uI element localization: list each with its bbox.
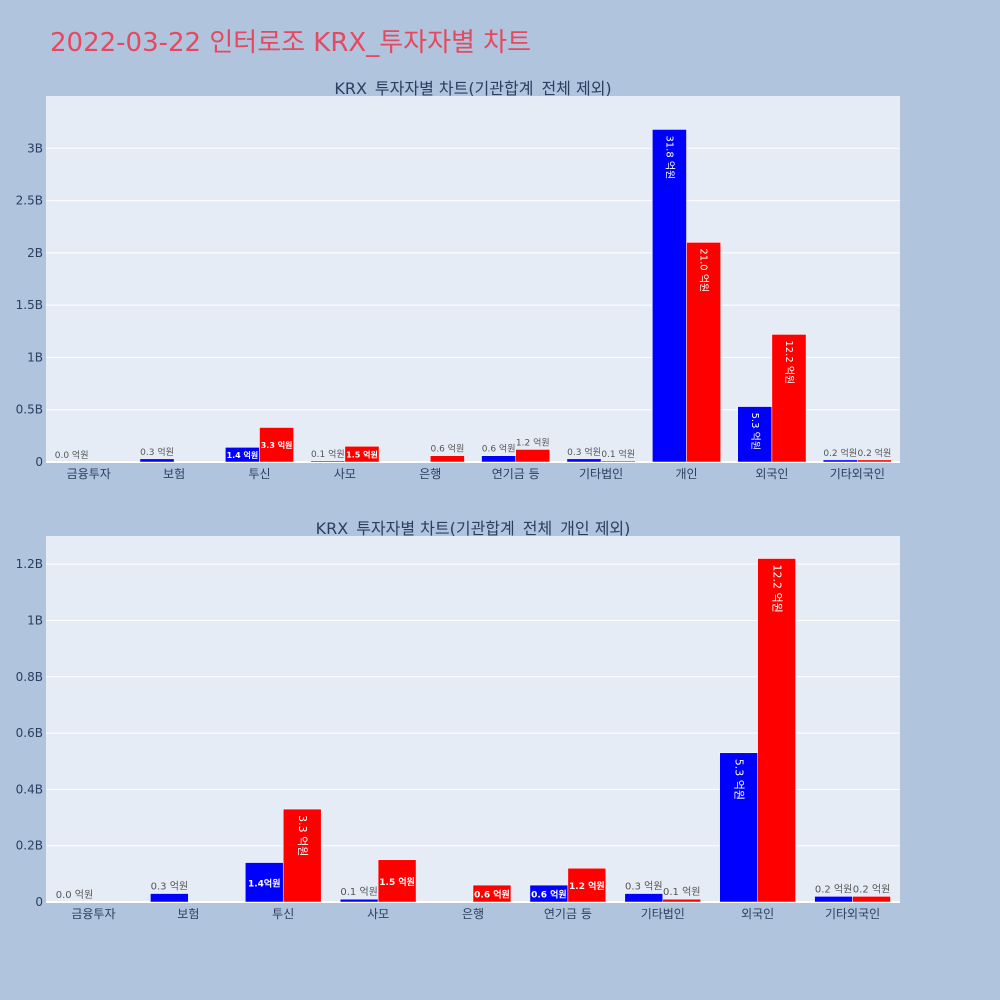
bar xyxy=(150,893,189,903)
data-label: 3.3 억원 xyxy=(261,440,293,450)
y-tick-label: 1B xyxy=(27,613,43,627)
x-tick-label: 금융투자 xyxy=(67,467,111,481)
x-tick-label: 보험 xyxy=(163,467,185,481)
data-label: 0.2 억원 xyxy=(823,447,857,459)
data-label: 0.1 억원 xyxy=(340,886,377,898)
data-label: 0.1 억원 xyxy=(311,448,345,460)
bar xyxy=(139,458,175,463)
x-tick-label: 은행 xyxy=(462,906,484,921)
x-tick-label: 외국인 xyxy=(741,907,774,921)
y-tick-label: 0.5B xyxy=(16,403,43,417)
bar xyxy=(771,334,807,463)
chart-title: KRX_투자자별 차트(기관합계_전체_개인 제외) xyxy=(316,519,631,539)
y-tick-label: 0 xyxy=(35,455,43,469)
y-tick-label: 1.5B xyxy=(16,298,43,312)
bar xyxy=(567,867,607,903)
data-label: 0.3 억원 xyxy=(151,881,188,893)
data-label: 0.6 억원 xyxy=(474,889,510,901)
bar xyxy=(814,896,853,903)
data-label: 0.3 억원 xyxy=(567,446,601,458)
data-label: 1.2 억원 xyxy=(569,880,605,892)
bar xyxy=(822,459,858,463)
y-tick-label: 0.8B xyxy=(16,670,43,684)
bar xyxy=(472,884,512,903)
data-label: 0.2 억원 xyxy=(815,883,852,895)
x-tick-label: 사모 xyxy=(334,467,356,481)
data-label: 12.2 억원 xyxy=(783,340,795,384)
x-tick-label: 은행 xyxy=(419,466,441,481)
y-tick-label: 0.6B xyxy=(16,726,43,740)
x-tick-label: 연기금 등 xyxy=(544,907,592,921)
bar xyxy=(481,455,516,463)
x-tick-label: 보험 xyxy=(177,907,199,921)
bar xyxy=(662,898,701,903)
bar xyxy=(852,896,891,903)
bar xyxy=(719,752,758,903)
y-tick-label: 2.5B xyxy=(16,194,43,208)
bar xyxy=(430,455,465,463)
bar xyxy=(566,458,602,463)
x-tick-label: 개인 xyxy=(675,467,697,481)
bar xyxy=(757,558,796,903)
data-label: 0.0 억원 xyxy=(56,889,93,901)
x-tick-label: 기타법인 xyxy=(579,467,623,481)
x-tick-label: 기타외국인 xyxy=(830,467,885,481)
data-label: 0.1 억원 xyxy=(663,886,700,898)
x-tick-label: 사모 xyxy=(367,907,389,921)
bar xyxy=(857,459,892,463)
x-tick-label: 금융투자 xyxy=(71,907,115,921)
x-tick-label: 기타외국인 xyxy=(825,907,880,921)
bar xyxy=(624,893,664,903)
bar xyxy=(310,460,346,463)
data-label: 5.3 억원 xyxy=(749,413,761,450)
data-label: 1.2 억원 xyxy=(516,436,550,448)
data-label: 0.3 억원 xyxy=(625,881,662,893)
bar xyxy=(245,862,284,903)
data-label: 0.6 억원 xyxy=(431,443,465,455)
y-tick-label: 0.4B xyxy=(16,782,43,796)
bar xyxy=(652,129,687,463)
chart-top: KRX_투자자별 차트(기관합계_전체 제외) 0 0.5B 1B 1.5B 2B 2.5… xyxy=(16,79,900,481)
plot-area xyxy=(46,96,900,462)
data-label: 3.3 억원 xyxy=(296,815,309,856)
x-tick-label: 연기금 등 xyxy=(492,467,540,481)
y-tick-label: 2B xyxy=(27,246,43,260)
data-label: 5.3 억원 xyxy=(733,759,746,800)
bar xyxy=(515,449,551,463)
bar xyxy=(686,242,721,463)
bar xyxy=(259,427,294,463)
data-label: 0.3 억원 xyxy=(140,446,174,458)
data-label: 0.2 억원 xyxy=(858,447,892,459)
x-tick-label: 투신 xyxy=(248,467,270,481)
data-label: 1.5 억원 xyxy=(379,876,415,888)
data-label: 31.8 억원 xyxy=(663,135,675,179)
y-tick-label: 0.2B xyxy=(16,839,43,853)
y-tick-label: 3B xyxy=(27,141,43,155)
page-title: 2022-03-22 인터로조 KRX_투자자별 차트 xyxy=(50,28,532,58)
chart-title: KRX_투자자별 차트(기관합계_전체 제외) xyxy=(334,79,611,99)
data-label: 0.2 억원 xyxy=(853,883,890,895)
y-tick-label: 1B xyxy=(27,350,43,364)
bar xyxy=(737,406,773,463)
bar xyxy=(377,859,417,903)
y-tick-label: 0 xyxy=(35,895,43,909)
data-label: 1.5 억원 xyxy=(346,450,378,460)
bar xyxy=(600,460,636,463)
chart-bottom: KRX_투자자별 차트(기관합계_전체_개인 제외) 0 0.2B 0.4B 0.6B… xyxy=(16,519,900,921)
data-label: 0.6 억원 xyxy=(482,443,516,455)
bar xyxy=(282,808,322,903)
bar xyxy=(339,898,379,903)
x-tick-label: 투신 xyxy=(272,907,294,921)
data-label: 0.6 억원 xyxy=(531,889,567,901)
bar xyxy=(344,446,380,463)
data-label: 12.2 억원 xyxy=(771,565,784,613)
x-tick-label: 외국인 xyxy=(755,467,788,481)
x-tick-label: 기타법인 xyxy=(641,907,685,921)
data-label: 0.1 억원 xyxy=(601,448,635,460)
data-label: 1.4억원 xyxy=(248,877,281,889)
data-label: 1.4 억원 xyxy=(227,450,259,460)
y-tick-label: 1.2B xyxy=(16,557,43,571)
data-label: 0.0 억원 xyxy=(55,449,89,461)
data-label: 21.0 억원 xyxy=(698,248,710,292)
